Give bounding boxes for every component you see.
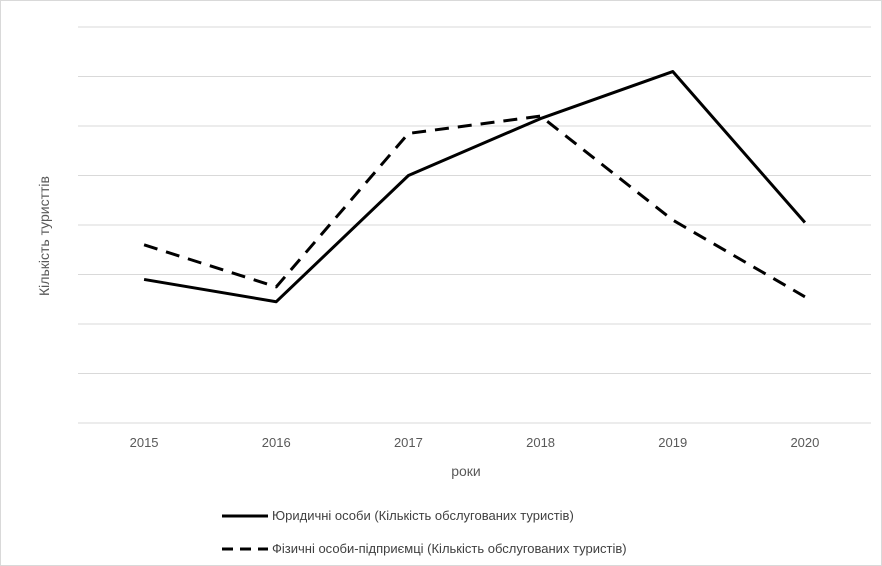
series-lines (143, 70, 807, 304)
legend-label-series-1: Юридичні особи (Кількість обслугованих т… (272, 508, 574, 523)
y-axis-title: Кількість туристтів (36, 176, 52, 296)
x-axis-ticks: 2015 2016 2017 2018 2019 2020 (130, 435, 820, 450)
legend-label-series-2: Фізичні особи-підприємці (Кількість обсл… (272, 541, 627, 556)
data-point-series-2 (408, 133, 409, 134)
data-point-series-1 (804, 222, 805, 223)
data-point-series-1 (672, 71, 673, 72)
data-point-series-2 (144, 244, 145, 245)
x-tick-label: 2017 (394, 435, 423, 450)
data-point-series-2 (672, 220, 673, 221)
series-line-1 (143, 70, 807, 304)
data-point-series-1 (144, 279, 145, 280)
data-point-series-2 (276, 286, 277, 287)
x-tick-label: 2015 (130, 435, 159, 450)
data-point-series-2 (540, 116, 541, 117)
x-tick-label: 2020 (790, 435, 819, 450)
data-point-series-1 (540, 118, 541, 119)
x-tick-label: 2016 (262, 435, 291, 450)
gridlines (78, 26, 871, 424)
x-tick-label: 2018 (526, 435, 555, 450)
data-point-series-1 (408, 175, 409, 176)
x-axis-title: роки (451, 463, 481, 479)
data-point-series-2 (804, 296, 805, 297)
series-line-2 (143, 114, 806, 299)
legend: Юридичні особи (Кількість обслугованих т… (222, 508, 627, 556)
data-point-series-1 (276, 301, 277, 302)
x-tick-label: 2019 (658, 435, 687, 450)
